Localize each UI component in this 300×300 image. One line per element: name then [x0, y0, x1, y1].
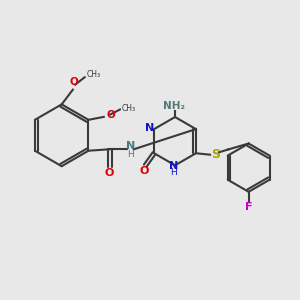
- Text: S: S: [212, 148, 220, 161]
- Text: CH₃: CH₃: [87, 70, 101, 80]
- Text: H: H: [170, 169, 177, 178]
- Text: O: O: [70, 77, 79, 87]
- Text: H: H: [128, 150, 134, 159]
- Text: O: O: [104, 168, 114, 178]
- Text: CH₃: CH₃: [122, 104, 136, 113]
- Text: N: N: [126, 141, 136, 151]
- Text: N: N: [145, 123, 154, 133]
- Text: NH₂: NH₂: [163, 101, 185, 111]
- Text: O: O: [139, 167, 148, 176]
- Text: N: N: [169, 161, 178, 172]
- Text: O: O: [106, 110, 115, 120]
- Text: F: F: [245, 202, 252, 212]
